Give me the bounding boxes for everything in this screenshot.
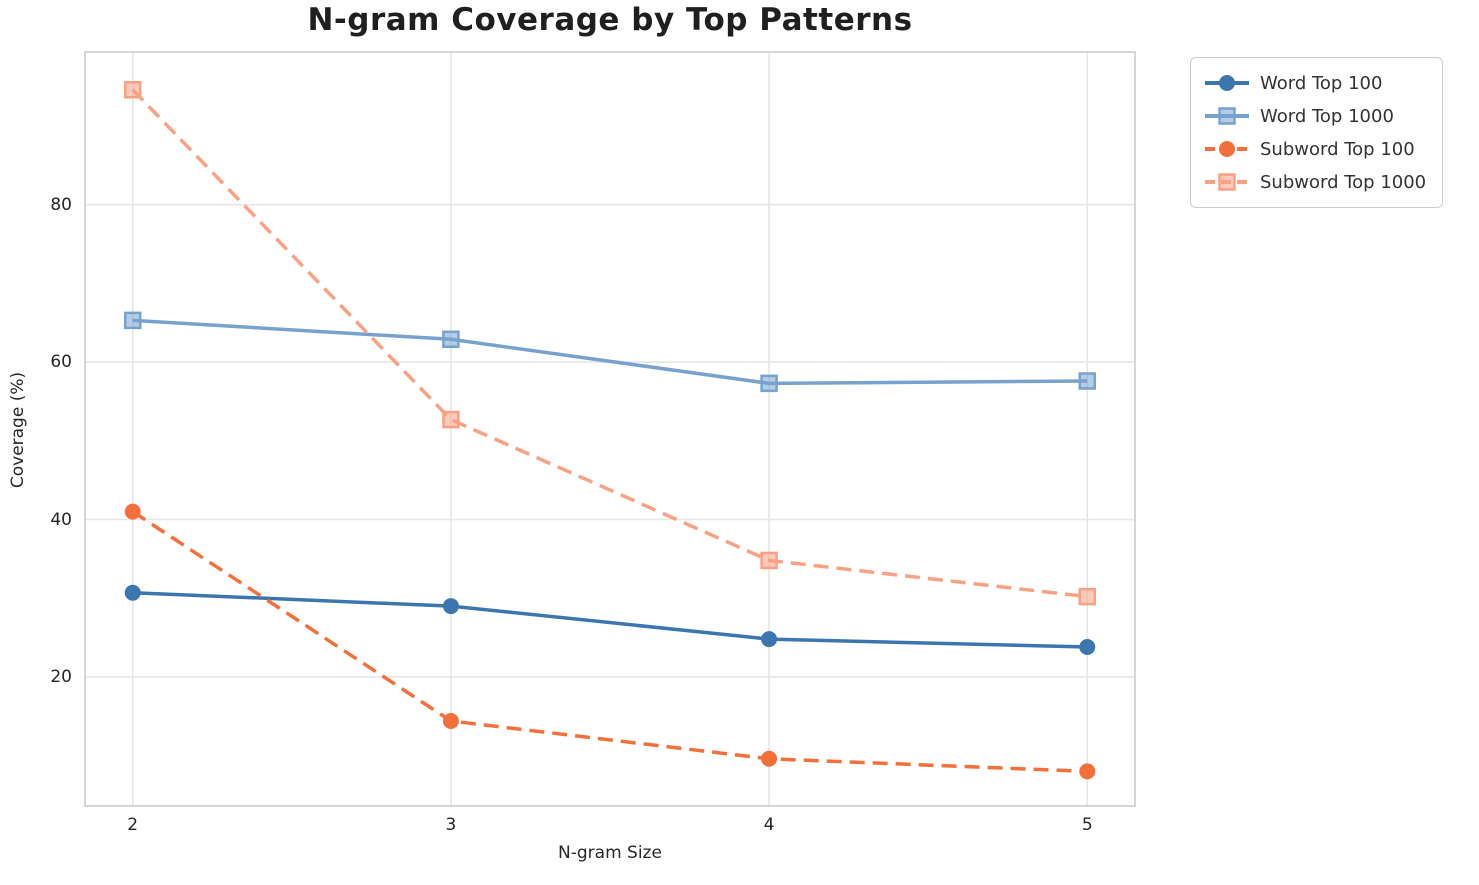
legend-swatch-icon bbox=[1205, 141, 1249, 157]
y-tick-label: 40 bbox=[50, 509, 72, 530]
data-point-marker bbox=[760, 551, 778, 570]
y-tick-label: 80 bbox=[50, 194, 72, 215]
data-point-marker bbox=[760, 374, 778, 393]
plot-border bbox=[84, 51, 1136, 807]
data-point-marker bbox=[442, 712, 459, 729]
legend-label: Word Top 100 bbox=[1260, 72, 1383, 94]
legend-item: Subword Top 100 bbox=[1204, 134, 1426, 164]
series-line bbox=[132, 590, 1088, 649]
legend-swatch-icon bbox=[1205, 107, 1249, 125]
data-point-marker bbox=[442, 410, 460, 429]
legend-swatch-icon bbox=[1205, 173, 1249, 191]
legend: Word Top 100 Word Top 1000 Subword Top 100… bbox=[1190, 57, 1444, 208]
data-point-marker bbox=[761, 750, 778, 767]
legend-label: Subword Top 100 bbox=[1260, 138, 1415, 160]
legend-item: Word Top 1000 bbox=[1204, 101, 1426, 131]
legend-label: Subword Top 1000 bbox=[1260, 171, 1427, 193]
legend-label: Word Top 1000 bbox=[1260, 105, 1394, 127]
data-point-marker bbox=[442, 598, 459, 615]
data-point-marker bbox=[123, 311, 142, 330]
legend-item: Subword Top 1000 bbox=[1204, 167, 1426, 197]
data-point-marker bbox=[124, 584, 141, 601]
series-line bbox=[131, 510, 1088, 774]
data-point-marker bbox=[761, 631, 778, 648]
y-tick-label: 20 bbox=[50, 666, 72, 687]
data-point-marker bbox=[1078, 372, 1097, 390]
y-tick-label: 60 bbox=[50, 352, 72, 373]
series-line bbox=[131, 88, 1088, 599]
x-tick-label: 5 bbox=[1081, 815, 1093, 835]
legend-swatch-icon bbox=[1205, 75, 1249, 91]
x-tick-label: 4 bbox=[763, 815, 775, 835]
x-axis-label: N-gram Size bbox=[558, 843, 662, 863]
data-point-marker bbox=[1079, 639, 1096, 656]
x-tick-label: 2 bbox=[127, 815, 139, 835]
data-point-marker bbox=[1079, 763, 1096, 780]
chart-title: N-gram Coverage by Top Patterns bbox=[307, 2, 913, 38]
data-point-marker bbox=[123, 81, 142, 99]
x-tick-label: 3 bbox=[445, 815, 457, 835]
data-point-marker bbox=[442, 330, 460, 349]
data-point-marker bbox=[124, 503, 141, 520]
legend-item: Word Top 100 bbox=[1204, 68, 1426, 98]
data-point-marker bbox=[1078, 587, 1097, 606]
y-axis-label: Coverage (%) bbox=[8, 371, 28, 489]
series-line bbox=[132, 318, 1088, 386]
